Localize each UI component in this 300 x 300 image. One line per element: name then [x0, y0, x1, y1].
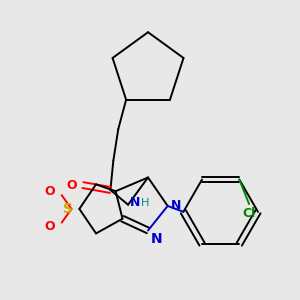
- Text: O: O: [44, 185, 55, 198]
- Text: N: N: [171, 200, 181, 212]
- Text: N: N: [130, 196, 140, 209]
- Text: Cl: Cl: [242, 207, 256, 220]
- Text: H: H: [141, 198, 149, 208]
- Text: S: S: [63, 202, 74, 216]
- Text: O: O: [44, 220, 55, 233]
- Text: O: O: [66, 178, 77, 192]
- Text: N: N: [151, 232, 163, 246]
